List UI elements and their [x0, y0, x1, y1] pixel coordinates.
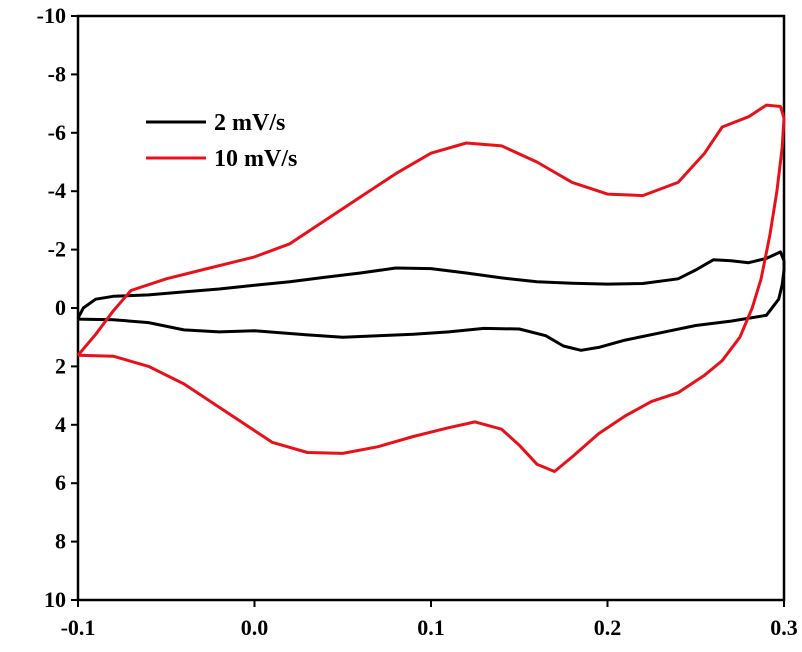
y-tick-label: -8 — [48, 61, 66, 86]
x-tick-label: 0.3 — [770, 615, 798, 640]
x-tick-label: 0.2 — [594, 615, 622, 640]
y-tick-label: -6 — [48, 120, 66, 145]
plot-frame — [76, 14, 786, 602]
legend-label-10mvs: 10 mV/s — [214, 146, 297, 172]
series-layer — [76, 103, 786, 473]
x-tick-label: 0.1 — [417, 615, 445, 640]
y-tick-label: 8 — [55, 529, 66, 554]
y-tick-label: 0 — [55, 295, 66, 320]
series-line-1 — [76, 103, 786, 473]
axes-layer: -10 -8 -6 -4 -2 0 2 4 6 8 10 -0.1 0.0 0.1 0.2 0.3 — [37, 3, 798, 640]
y-tick-label: -2 — [48, 237, 66, 262]
y-tick-label: 6 — [55, 470, 66, 495]
series-line-0 — [76, 250, 786, 352]
y-tick-label: 2 — [55, 353, 66, 378]
legend: 2 mV/s 10 mV/s — [146, 110, 297, 172]
y-tick-label: -4 — [48, 178, 66, 203]
y-tick-label: 4 — [55, 412, 66, 437]
y-tick-label: -10 — [37, 3, 66, 28]
x-tick-label: -0.1 — [61, 615, 96, 640]
x-tick-label: 0.0 — [241, 615, 269, 640]
y-tick-label: 10 — [44, 587, 66, 612]
plot-area — [76, 14, 786, 602]
legend-label-2mvs: 2 mV/s — [214, 110, 285, 136]
